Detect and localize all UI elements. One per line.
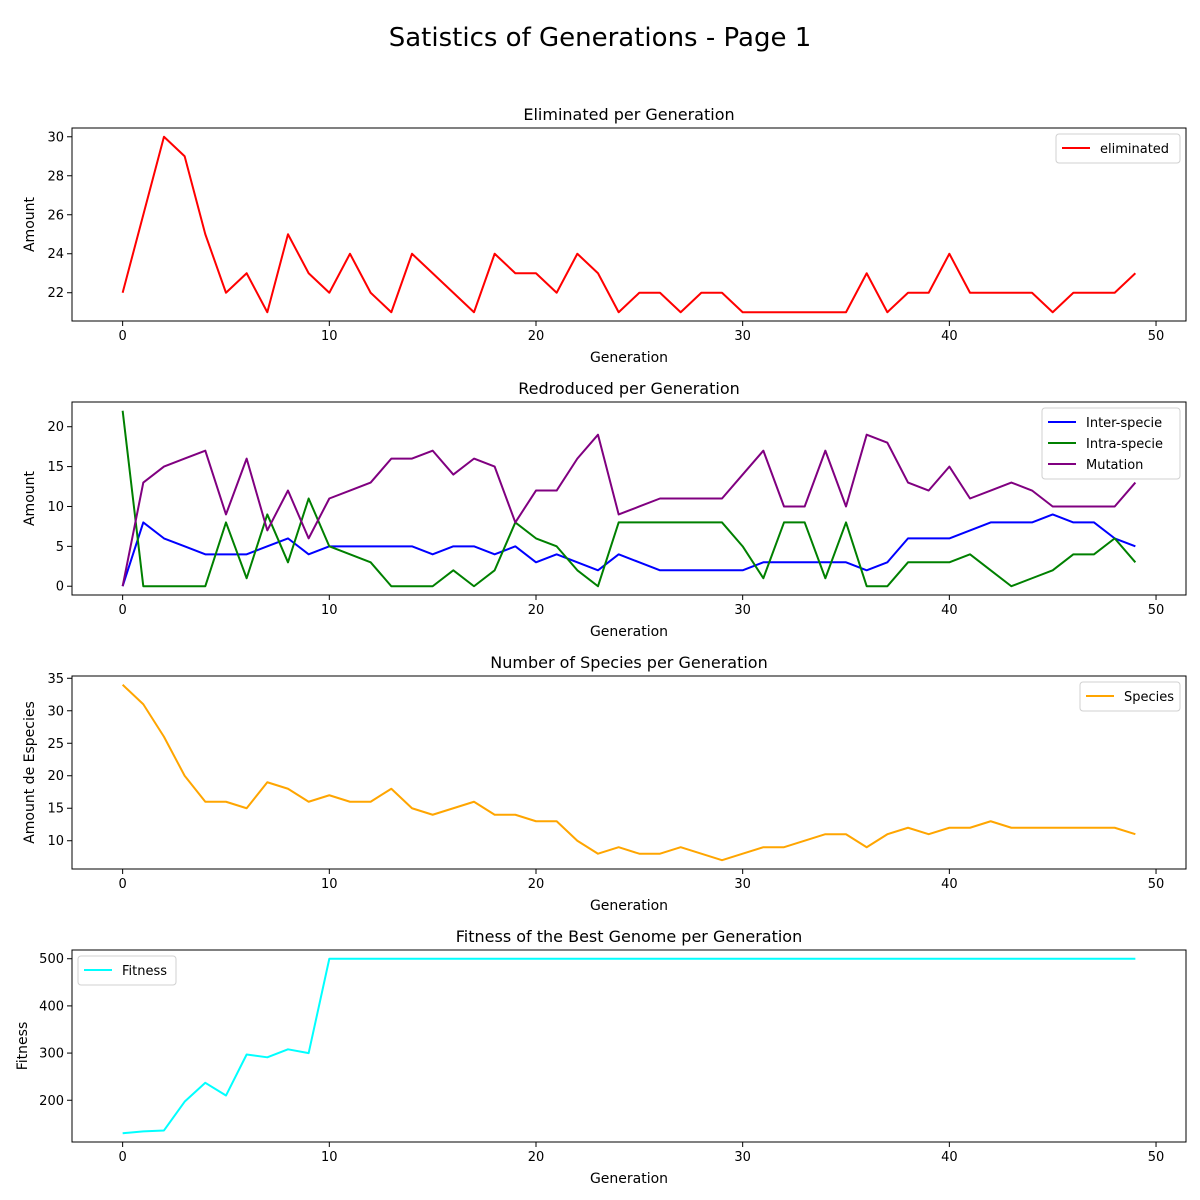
y-tick-label: 400 <box>39 999 64 1014</box>
y-tick-label: 25 <box>47 737 64 752</box>
x-tick-label: 30 <box>734 329 751 344</box>
series-line-eliminated <box>121 135 1137 314</box>
y-tick-label: 10 <box>47 500 64 515</box>
legend-label: Inter-specie <box>1086 416 1162 431</box>
y-tick-label: 22 <box>47 286 64 301</box>
series-line-fitness <box>122 957 1136 1135</box>
x-axis-label: Generation <box>590 898 668 914</box>
y-tick-label: 30 <box>47 130 64 145</box>
x-tick-label: 30 <box>734 603 751 618</box>
x-tick-label: 50 <box>1148 877 1165 892</box>
subplot-title: Number of Species per Generation <box>490 653 767 672</box>
legend-box <box>1055 133 1181 164</box>
legend: Fitness <box>77 955 177 986</box>
x-tick-label: 40 <box>941 329 958 344</box>
subplot-title: Redroduced per Generation <box>518 379 740 398</box>
x-tick-label: 0 <box>118 877 126 892</box>
legend-label: Intra-specie <box>1086 437 1163 452</box>
x-axis-label: Generation <box>590 350 668 366</box>
y-tick-label: 10 <box>47 834 64 849</box>
x-tick-label: 40 <box>941 877 958 892</box>
series-line-mutation <box>121 433 1137 587</box>
x-axis-label: Generation <box>590 624 668 640</box>
legend-label: Mutation <box>1086 458 1143 473</box>
series-line-intra-specie <box>121 410 1137 588</box>
y-tick-label: 200 <box>39 1094 64 1109</box>
y-tick-label: 35 <box>47 672 64 687</box>
y-tick-label: 15 <box>47 460 64 475</box>
x-tick-label: 50 <box>1148 603 1165 618</box>
y-tick-label: 15 <box>47 802 64 817</box>
y-axis-label: Amount <box>22 470 38 526</box>
x-tick-label: 0 <box>118 1150 126 1165</box>
legend-box <box>1079 681 1181 712</box>
subplot-title: Fitness of the Best Genome per Generatio… <box>456 927 802 946</box>
axes-frame <box>71 949 1187 1143</box>
x-tick-label: 0 <box>118 603 126 618</box>
x-tick-label: 0 <box>118 329 126 344</box>
x-tick-label: 10 <box>321 329 338 344</box>
x-tick-label: 10 <box>321 877 338 892</box>
y-axis-label: Fitness <box>15 1022 31 1071</box>
legend: eliminated <box>1055 133 1181 164</box>
y-tick-label: 20 <box>47 420 64 435</box>
axes-frame <box>71 401 1187 596</box>
y-tick-label: 0 <box>56 580 64 595</box>
y-tick-label: 5 <box>56 540 64 555</box>
y-tick-label: 26 <box>47 208 64 223</box>
legend-label: Species <box>1124 690 1174 705</box>
subplot-2: Redroduced per Generation 0 10 20 30 40 50 0 5 10… <box>22 379 1187 640</box>
legend-label: Fitness <box>122 964 167 979</box>
x-tick-label: 40 <box>941 1150 958 1165</box>
x-tick-label: 50 <box>1148 329 1165 344</box>
x-tick-label: 10 <box>321 603 338 618</box>
subplot-4: Fitness of the Best Genome per Generatio… <box>15 927 1187 1187</box>
x-axis-label: Generation <box>590 1171 668 1187</box>
subplot-3: Number of Species per Generation 0 10 20 30 4… <box>22 653 1187 914</box>
axes-frame <box>71 675 1187 870</box>
x-tick-label: 20 <box>528 329 545 344</box>
x-tick-label: 10 <box>321 1150 338 1165</box>
figure-title: Satistics of Generations - Page 1 <box>389 23 812 53</box>
x-tick-label: 30 <box>734 1150 751 1165</box>
x-tick-label: 20 <box>528 603 545 618</box>
y-tick-label: 30 <box>47 704 64 719</box>
y-tick-label: 20 <box>47 769 64 784</box>
legend-box <box>1041 407 1181 480</box>
y-axis-label: Amount de Especies <box>22 701 38 844</box>
series-line-species <box>121 684 1136 862</box>
subplot-1: Eliminated per Generation 0 10 20 30 40 50 22 24… <box>22 105 1187 366</box>
subplot-title: Eliminated per Generation <box>523 105 734 124</box>
legend: Species <box>1079 681 1181 712</box>
x-tick-label: 50 <box>1148 1150 1165 1165</box>
legend-box <box>77 955 177 986</box>
y-tick-label: 28 <box>47 169 64 184</box>
y-tick-label: 24 <box>47 247 64 262</box>
legend-label: eliminated <box>1100 142 1169 157</box>
axes-frame <box>71 127 1187 322</box>
y-axis-label: Amount <box>22 196 38 252</box>
y-tick-label: 500 <box>39 952 64 967</box>
x-tick-label: 30 <box>734 877 751 892</box>
y-tick-label: 300 <box>39 1047 64 1062</box>
x-tick-label: 20 <box>528 877 545 892</box>
x-tick-label: 20 <box>528 1150 545 1165</box>
legend: Inter-specie Intra-specie Mutation <box>1041 407 1181 480</box>
series-line-inter-specie <box>121 513 1136 587</box>
x-tick-label: 40 <box>941 603 958 618</box>
